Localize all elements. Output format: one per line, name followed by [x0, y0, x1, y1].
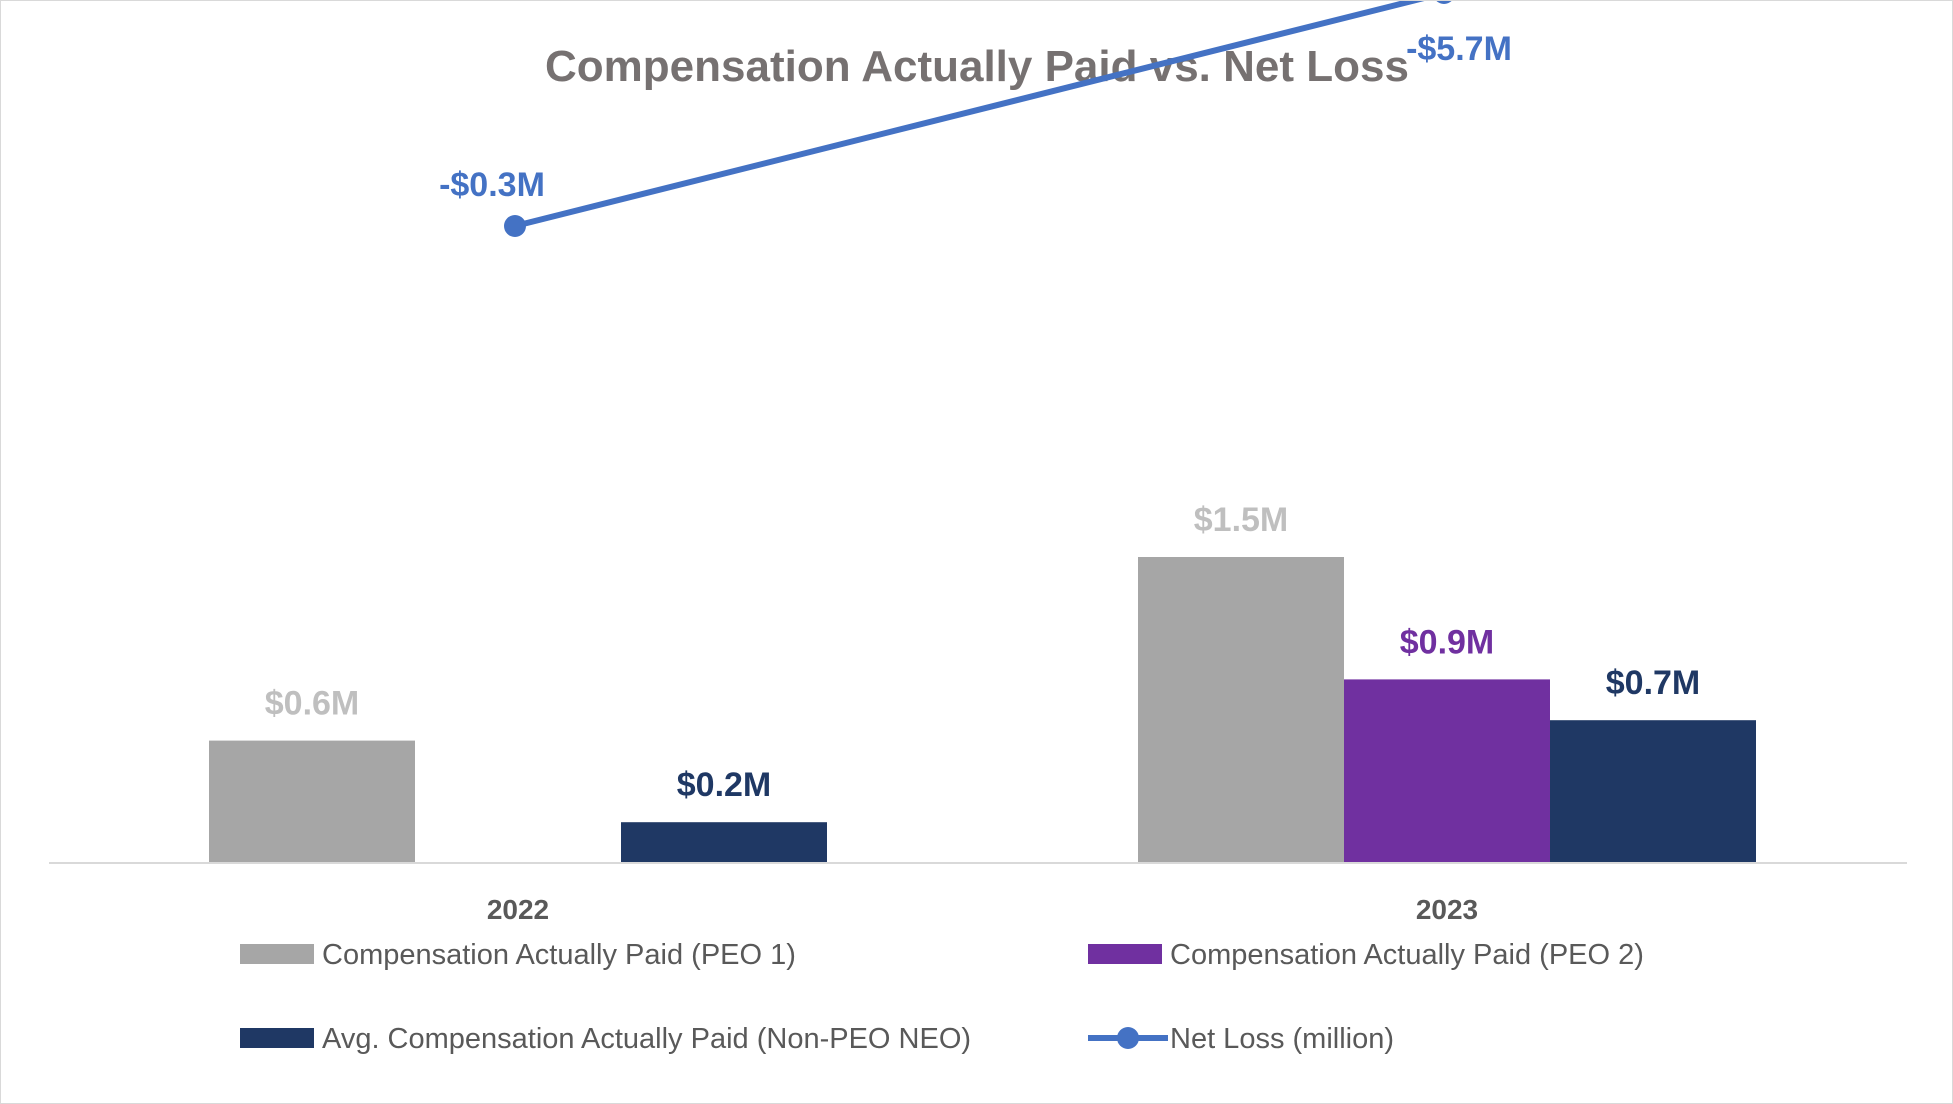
- net-loss-line: [514, 1, 1425, 229]
- net-loss-label-2022: -$0.3M: [439, 166, 545, 204]
- legend-swatch-2: [240, 1028, 314, 1048]
- bar-2022-0: [209, 740, 415, 863]
- legend-label-3: Net Loss (million): [1170, 1023, 1394, 1055]
- legend-swatch-1: [1088, 944, 1162, 964]
- x-tick-group: 2022 2023: [487, 894, 1478, 925]
- legend-label-0: Compensation Actually Paid (PEO 1): [322, 939, 796, 971]
- net-loss-point-2023: [1436, 1, 1452, 4]
- bar-2023-0: [1138, 557, 1344, 863]
- data-label-2023-1: $0.9M: [1400, 623, 1495, 661]
- legend: Compensation Actually Paid (PEO 1) Compen…: [240, 939, 1644, 1055]
- legend-marker: [1117, 1027, 1139, 1049]
- bar-group: [209, 557, 1756, 863]
- data-label-2023-2: $0.7M: [1606, 664, 1701, 702]
- net-loss-point-2022: [504, 215, 526, 237]
- data-label-2022-0: $0.6M: [265, 685, 360, 723]
- net-loss-label-2023: -$5.7M: [1406, 30, 1512, 68]
- data-label-2022-2: $0.2M: [677, 766, 772, 804]
- bar-2022-2: [621, 822, 827, 863]
- legend-label-2: Avg. Compensation Actually Paid (Non-PEO…: [322, 1023, 971, 1055]
- legend-swatch-0: [240, 944, 314, 964]
- legend-label-1: Compensation Actually Paid (PEO 2): [1170, 939, 1644, 971]
- net-loss-line-layer: [504, 1, 1452, 237]
- chart-title: Compensation Actually Paid vs. Net Loss: [545, 42, 1409, 91]
- data-label-2023-0: $1.5M: [1194, 501, 1289, 539]
- x-tick-2022: 2022: [487, 894, 549, 925]
- x-tick-2023: 2023: [1416, 894, 1478, 925]
- bar-2023-2: [1550, 720, 1756, 863]
- data-label-group: $0.6M $0.2M $1.5M $0.9M $0.7M -$0.3M -$5.7M: [265, 30, 1701, 804]
- bar-2023-1: [1344, 679, 1550, 863]
